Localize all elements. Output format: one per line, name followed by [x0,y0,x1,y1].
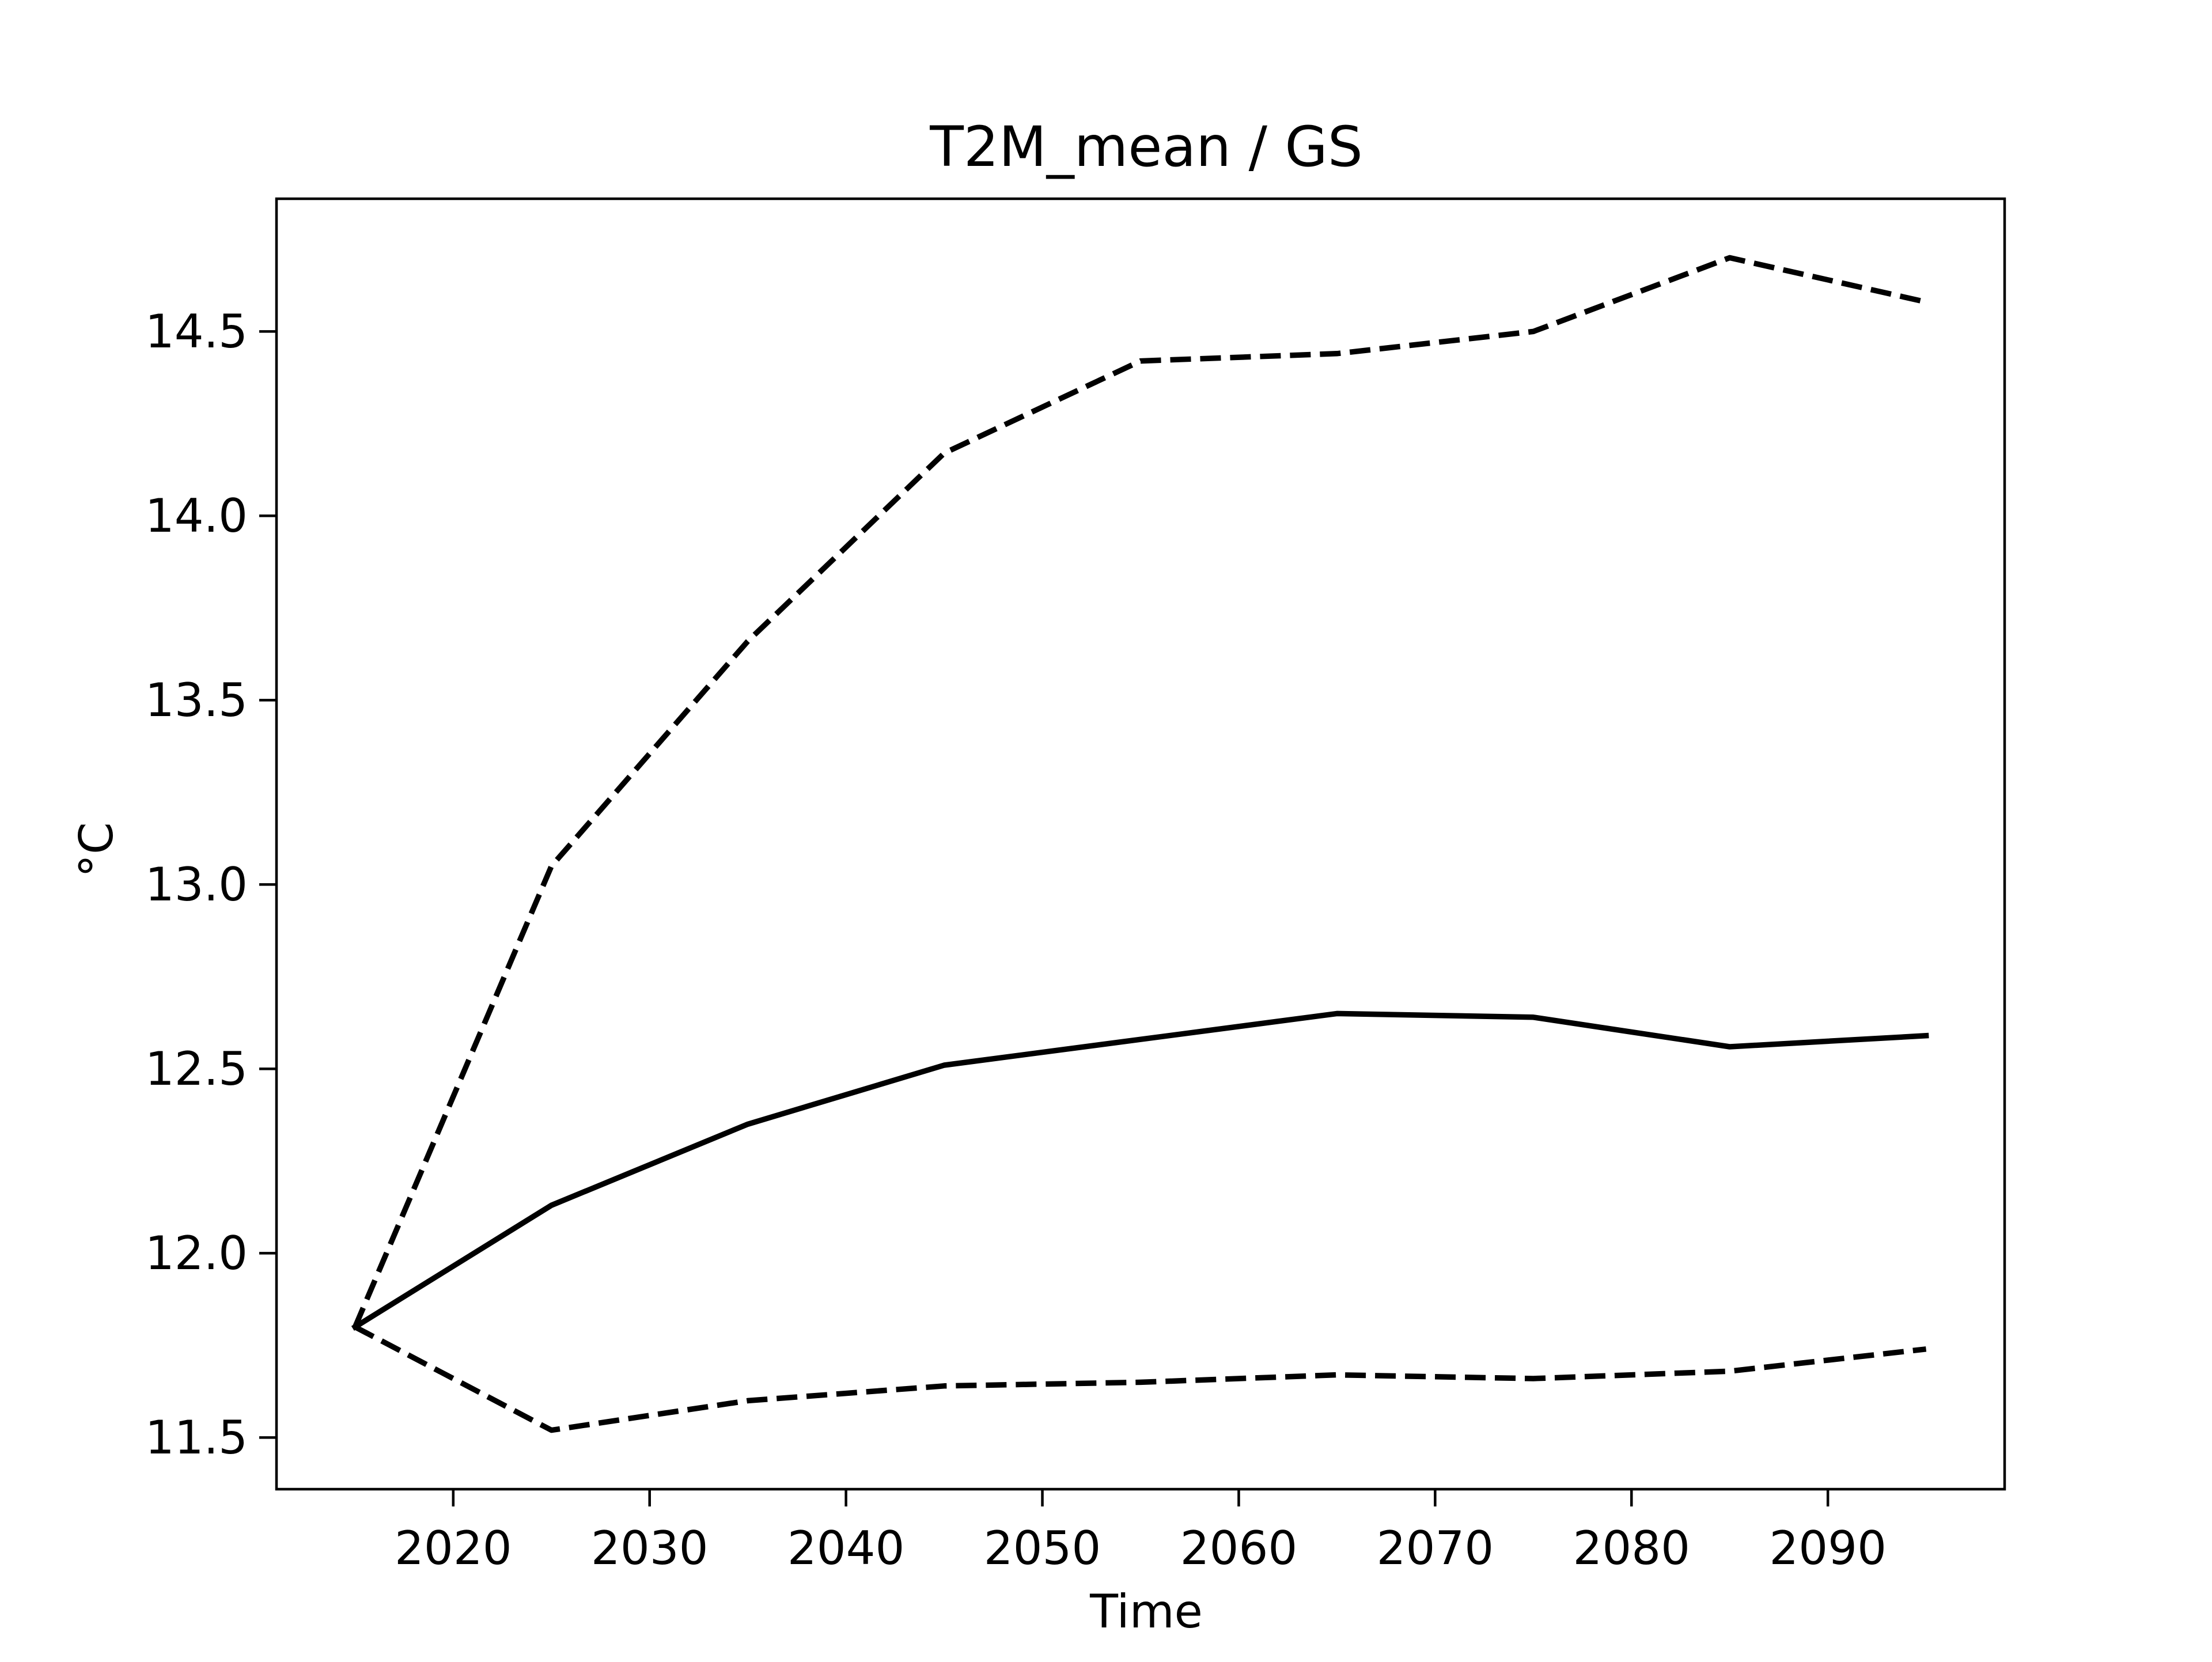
y-tick-label: 13.0 [145,858,248,911]
x-tick-label: 2040 [787,1521,905,1575]
y-tick-label: 12.5 [145,1042,248,1096]
x-axis-label: Time [1089,1585,1203,1638]
series-line-lower [354,1324,1927,1433]
x-tick-label: 2090 [1769,1521,1887,1575]
axes-layer: 2020 2030 2040 2050 2060 2070 2080 2090 11.5 12.0… [145,305,1887,1575]
plot-area-frame [275,197,2006,1491]
y-axis-label: °C [70,822,123,877]
x-tick-label: 2020 [395,1521,512,1575]
x-tick-label: 2030 [591,1521,709,1575]
x-tick-label: 2070 [1377,1521,1494,1575]
x-tick-label: 2050 [984,1521,1101,1575]
y-tick-label: 14.0 [145,489,248,543]
x-tick-label: 2080 [1573,1521,1690,1575]
y-tick-label: 11.5 [145,1411,248,1464]
y-tick-label: 13.5 [145,673,248,727]
series-line-upper [353,255,1927,1328]
chart-title: T2M_mean / GS [929,115,1363,179]
x-tick-label: 2060 [1180,1521,1298,1575]
series-layer [351,255,1929,1433]
y-tick-label: 12.0 [145,1226,248,1280]
series-line-median [351,1010,1929,1331]
y-tick-label: 14.5 [145,305,248,358]
